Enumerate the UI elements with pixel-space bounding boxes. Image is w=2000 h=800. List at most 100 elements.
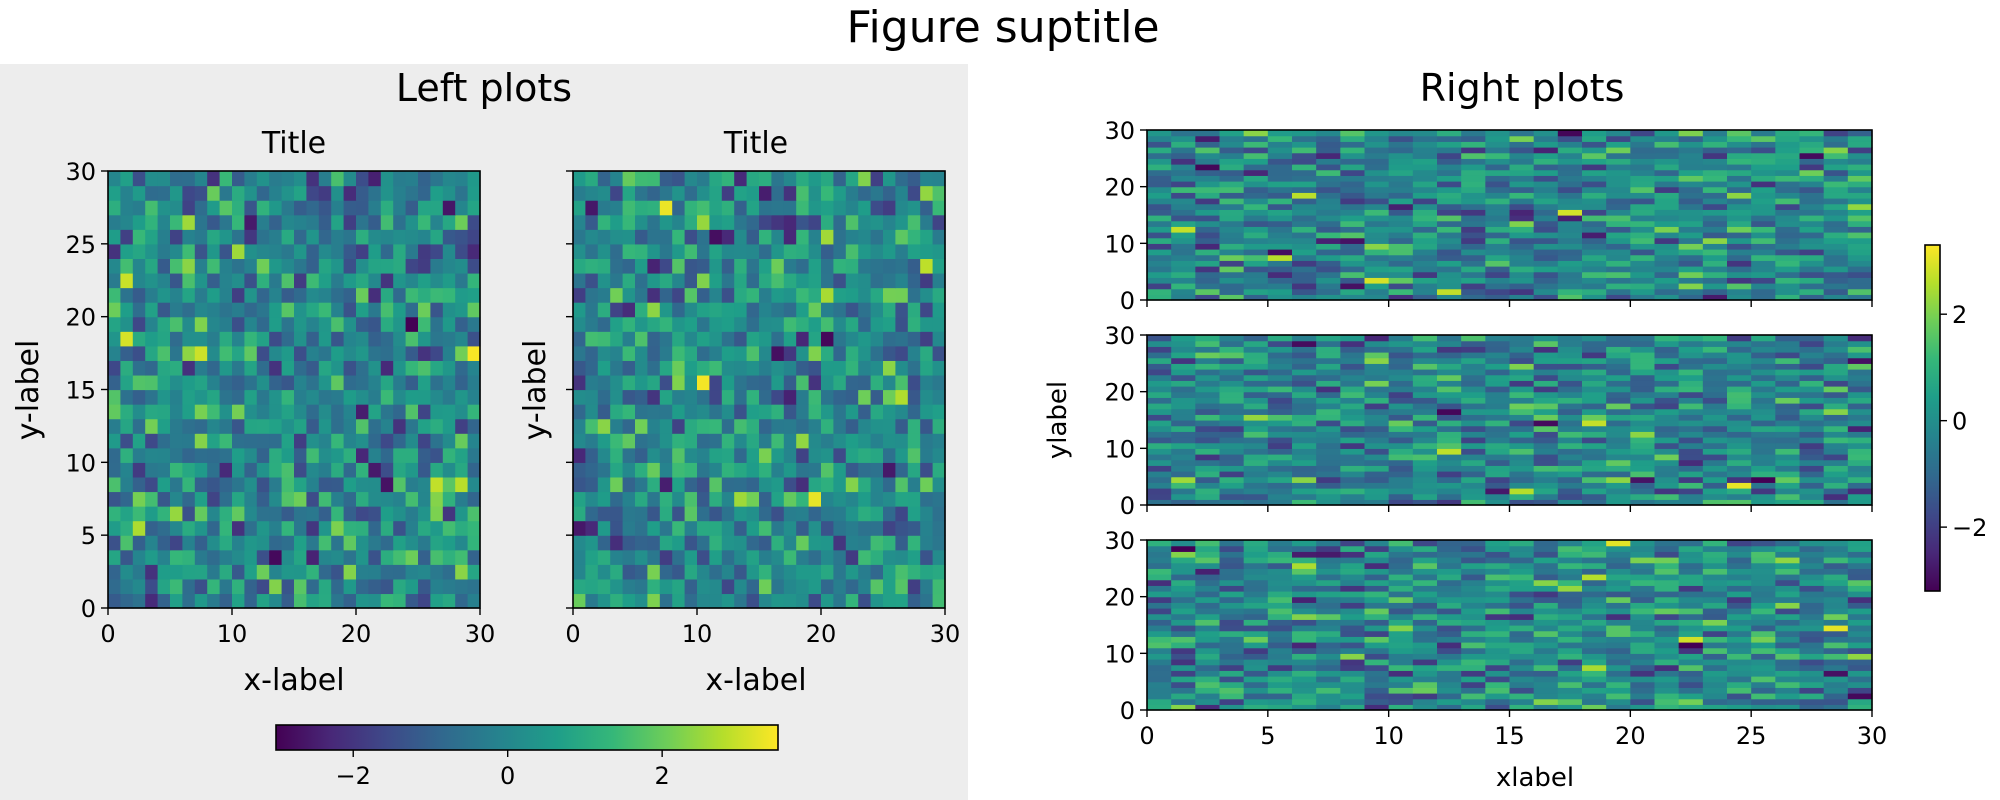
heatmap-cell (405, 549, 419, 565)
heatmap-cell (1751, 613, 1776, 620)
heatmap-cell (331, 389, 345, 405)
heatmap-cell (157, 331, 171, 347)
heatmap-cell (281, 345, 295, 361)
heatmap-cell (1461, 693, 1486, 700)
heatmap-cell (734, 345, 748, 361)
heatmap-cell (1847, 574, 1873, 581)
heatmap-cell (1485, 397, 1511, 404)
heatmap-cell (194, 549, 208, 565)
heatmap-cell (1775, 613, 1801, 620)
heatmap-cell (1267, 698, 1293, 705)
heatmap-cell (1147, 676, 1172, 683)
heatmap-cell (1364, 596, 1390, 603)
heatmap-cell (1847, 471, 1873, 478)
heatmap-cell (1437, 186, 1462, 193)
heatmap-cell (430, 476, 444, 493)
heatmap-cell (697, 200, 710, 216)
heatmap-cell (1364, 574, 1390, 581)
heatmap-cell (1775, 454, 1801, 461)
heatmap-cell (380, 287, 394, 303)
heatmap-cell (1751, 391, 1776, 398)
heatmap-cell (1195, 186, 1221, 193)
heatmap-cell (1243, 249, 1269, 256)
heatmap-cell (1243, 704, 1269, 711)
heatmap-cell (256, 214, 270, 230)
heatmap-cell (746, 258, 760, 274)
heatmap-cell (430, 491, 444, 507)
heatmap-cell (1727, 431, 1752, 438)
heatmap-cell (647, 200, 661, 216)
heatmap-cell (1630, 557, 1656, 564)
heatmap-cell (1292, 636, 1317, 643)
heatmap-cell (858, 506, 872, 522)
heatmap-cell (1823, 647, 1849, 654)
heatmap-cell (306, 418, 320, 434)
heatmap-cell (1702, 335, 1728, 342)
heatmap-cell (771, 506, 785, 522)
heatmap-cell (573, 476, 586, 493)
heatmap-cell (306, 520, 320, 536)
heatmap-cell (1823, 557, 1849, 564)
x-tick-label: 25 (1736, 722, 1767, 750)
heatmap-cell (1316, 380, 1341, 387)
heatmap-cell (1292, 568, 1317, 575)
heatmap-cell (932, 185, 946, 201)
heatmap-cell (845, 404, 859, 420)
heatmap-cell (622, 214, 636, 230)
heatmap-cell (442, 462, 456, 478)
heatmap-cell (1751, 186, 1776, 193)
heatmap-cell (610, 171, 624, 187)
heatmap-cell (1412, 277, 1438, 284)
heatmap-cell (1388, 676, 1414, 683)
heatmap-cell (622, 374, 636, 391)
heatmap-cell (833, 258, 847, 274)
heatmap-cell (1606, 625, 1631, 632)
heatmap-cell (1340, 363, 1366, 370)
heatmap-cell (1509, 386, 1535, 393)
heatmap-cell (672, 520, 686, 536)
heatmap-cell (393, 578, 407, 595)
heatmap-cell (1557, 414, 1583, 421)
heatmap-cell (1654, 357, 1680, 364)
heatmap-cell (1702, 277, 1728, 284)
heatmap-cell (585, 229, 599, 245)
heatmap-cell (845, 360, 859, 376)
heatmap-cell (318, 316, 332, 332)
heatmap-cell (157, 520, 171, 536)
heatmap-cell (1388, 647, 1414, 654)
heatmap-cell (1702, 249, 1728, 256)
heatmap-cell (1316, 591, 1341, 598)
heatmap-cell (1219, 260, 1245, 267)
x-tick-label: 10 (682, 620, 713, 648)
heatmap-cell (1316, 346, 1341, 353)
heatmap-cell (1171, 619, 1196, 626)
heatmap-cell (1509, 568, 1535, 575)
heatmap-cell (1823, 369, 1849, 376)
heatmap-cell (455, 593, 469, 609)
heatmap-cell (1606, 540, 1631, 547)
heatmap-cell (721, 287, 735, 303)
heatmap-cell (1630, 232, 1656, 239)
heatmap-cell (1485, 403, 1511, 410)
heatmap-cell (573, 316, 586, 332)
heatmap-cell (1533, 403, 1559, 410)
heatmap-cell (1823, 209, 1849, 216)
heatmap-cell (1582, 220, 1607, 227)
heatmap-cell (672, 578, 686, 595)
heatmap-cell (895, 243, 909, 259)
heatmap-cell (1775, 181, 1801, 188)
heatmap-cell (1243, 664, 1269, 671)
heatmap-cell (1292, 363, 1317, 370)
heatmap-cell (1243, 540, 1269, 547)
heatmap-cell (145, 360, 159, 376)
heatmap-cell (1582, 687, 1607, 694)
heatmap-cell (1195, 562, 1221, 569)
heatmap-cell (1461, 169, 1486, 176)
heatmap-cell (1485, 476, 1511, 483)
heatmap-cell (1171, 391, 1196, 398)
heatmap-cell (132, 302, 146, 318)
heatmap-cell (1316, 625, 1341, 632)
heatmap-cell (1292, 198, 1317, 205)
heatmap-cell (597, 243, 611, 259)
heatmap-cell (157, 316, 171, 332)
